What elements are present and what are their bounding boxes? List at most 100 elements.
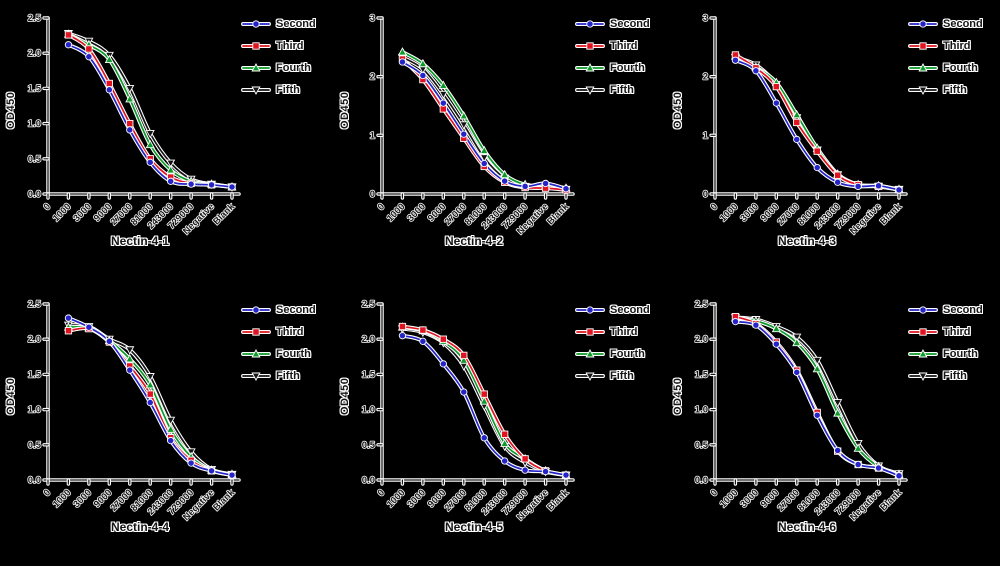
- plot-area-nectin-4-2: 012301000300090002700081000243000729000N…: [369, 12, 575, 238]
- x-tick-label: 27000: [775, 201, 801, 227]
- data-point-marker: [919, 305, 927, 314]
- data-point-marker: [64, 31, 73, 39]
- data-point-marker: [792, 337, 802, 347]
- data-point-marker: [918, 372, 928, 381]
- curve-second: [734, 320, 900, 477]
- legend-marker-triangle-up-icon: [908, 62, 938, 71]
- x-tick-label: 1000: [385, 487, 408, 510]
- x-tick-label: 0: [376, 487, 388, 499]
- chart-cell-nectin-4-2: OD450 0 1 2 3 0 1000 3000 9000 27000 81000 243000 7…: [334, 4, 667, 280]
- legend-label: Second: [943, 17, 983, 30]
- legend-marker-triangle-up-icon: [241, 348, 271, 357]
- data-point-marker: [854, 182, 862, 191]
- legend-label: Fifth: [943, 83, 967, 96]
- data-point-marker: [145, 139, 155, 149]
- chart-cell-nectin-4-6: OD450 0.0 0.5 1.0 1.5 2.0 2.5 0 1000 3000 9000 270…: [667, 290, 1000, 566]
- data-point-marker: [918, 86, 928, 95]
- legend-item-fifth: Fifth: [575, 368, 650, 383]
- data-point-marker: [166, 416, 176, 426]
- data-point-marker: [64, 314, 73, 322]
- legend-label: Third: [943, 39, 971, 52]
- data-point-marker: [874, 182, 883, 190]
- legend-label: Third: [276, 39, 304, 52]
- series-markers-second: [731, 56, 903, 194]
- data-point-marker: [126, 366, 134, 374]
- x-tick-label: 0: [376, 201, 388, 213]
- data-point-marker: [772, 82, 780, 91]
- axis-casing: [713, 16, 908, 196]
- legend-label: Fourth: [943, 347, 978, 360]
- legend: Second Third Fourth Fifth: [575, 16, 650, 104]
- data-point-marker: [833, 399, 843, 408]
- y-tick-label: 1.0: [28, 405, 41, 416]
- legend: Second Third Fourth Fifth: [908, 16, 983, 104]
- chart-title: Nectin-4-5: [444, 520, 503, 534]
- data-point-marker: [585, 348, 595, 357]
- axes: [376, 16, 575, 200]
- data-point-marker: [480, 390, 488, 398]
- data-point-marker: [398, 322, 407, 331]
- data-point-marker: [771, 323, 781, 333]
- legend-item-third: Third: [908, 38, 983, 53]
- data-point-marker: [64, 41, 73, 49]
- legend-item-fourth: Fourth: [241, 60, 316, 75]
- curve-third-casing: [733, 314, 901, 478]
- data-point-marker: [918, 348, 928, 357]
- legend-marker-circle-icon: [908, 305, 938, 314]
- series-markers-second: [64, 314, 236, 479]
- data-point-marker: [166, 424, 176, 433]
- data-point-marker: [438, 80, 448, 89]
- y-tick-label: 2: [370, 72, 375, 83]
- axis: [714, 303, 907, 481]
- series-line-fifth: [733, 315, 901, 476]
- y-tick-label: 0.0: [362, 475, 375, 486]
- data-point-marker: [793, 135, 801, 144]
- y-tick-label: 2.5: [28, 13, 42, 24]
- data-point-marker: [251, 62, 261, 71]
- data-point-marker: [398, 58, 407, 66]
- data-point-marker: [562, 185, 570, 193]
- x-tick-label: 3000: [71, 201, 94, 224]
- data-point-marker: [207, 467, 216, 475]
- legend-marker-circle-icon: [908, 19, 938, 28]
- data-point-marker: [460, 388, 468, 396]
- curve-fourth: [734, 317, 900, 476]
- data-point-marker: [541, 179, 550, 188]
- legend-item-fourth: Fourth: [908, 346, 983, 361]
- data-point-marker: [438, 90, 448, 100]
- data-point-marker: [731, 56, 740, 64]
- series-markers-second: [731, 317, 903, 480]
- data-point-marker: [501, 177, 509, 185]
- data-point-marker: [125, 346, 135, 355]
- y-tick-label: 0.5: [28, 154, 42, 165]
- chart-cell-nectin-4-4: OD450 0.0 0.5 1.0 1.5 2.0 2.5 0 1000 3000 9000 270…: [0, 290, 333, 566]
- plot-area-nectin-4-1: 0.00.51.01.52.02.50100030009000270008100…: [27, 12, 241, 238]
- legend-marker-triangle-up-icon: [575, 62, 605, 71]
- data-point-marker: [919, 327, 927, 336]
- x-tick-label: Blank: [878, 487, 905, 514]
- y-tick-label: 1: [703, 130, 709, 141]
- data-point-marker: [480, 159, 488, 168]
- y-tick-label: 1: [370, 130, 376, 141]
- x-tick-label: 27000: [775, 487, 801, 513]
- data-point-marker: [126, 126, 134, 134]
- data-point-marker: [207, 181, 216, 189]
- axis: [381, 17, 574, 195]
- data-point-marker: [252, 19, 260, 28]
- legend-item-second: Second: [575, 16, 650, 31]
- y-tick-label: 2.5: [362, 299, 376, 310]
- x-tick-label: Blank: [545, 201, 572, 228]
- data-point-marker: [460, 351, 468, 360]
- legend-label: Fourth: [276, 347, 311, 360]
- data-point-marker: [752, 321, 760, 329]
- x-tick-label: Blank: [211, 201, 238, 228]
- data-point-marker: [64, 327, 73, 335]
- legend-item-third: Third: [241, 38, 316, 53]
- legend-item-fourth: Fourth: [908, 60, 983, 75]
- x-tick-label: 3000: [405, 201, 428, 224]
- x-tick-label: 0: [42, 487, 54, 499]
- data-point-marker: [500, 438, 510, 447]
- legend-label: Fourth: [276, 61, 311, 74]
- tick-labels: 0.00.51.01.52.02.50100030009000270008100…: [27, 298, 238, 524]
- plot-area-nectin-4-3: 012301000300090002700081000243000729000N…: [702, 12, 908, 238]
